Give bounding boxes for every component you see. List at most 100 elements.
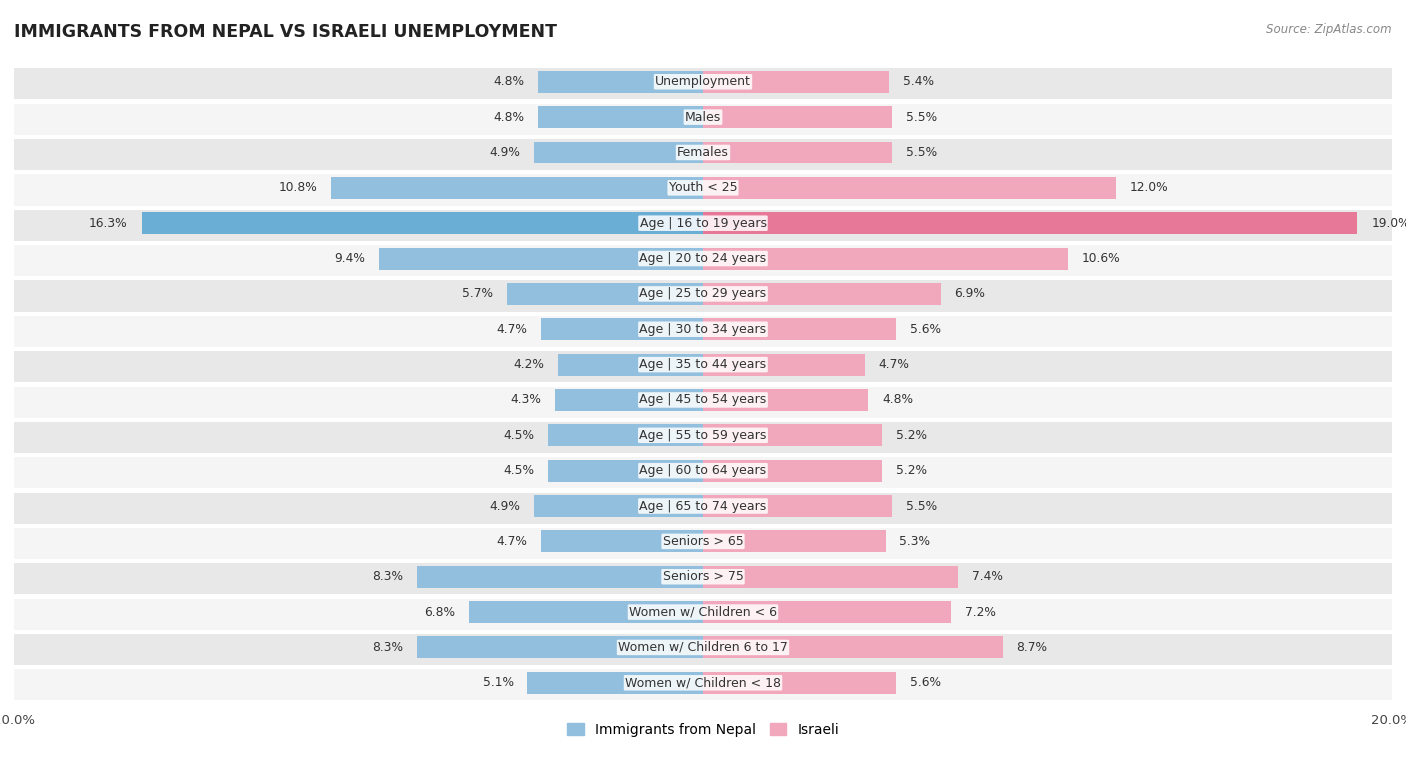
Bar [14, 68, 1392, 99]
Bar [14, 245, 1392, 276]
Bar [14, 422, 1392, 453]
Bar [703, 495, 893, 517]
Bar [703, 248, 1069, 269]
Text: Source: ZipAtlas.com: Source: ZipAtlas.com [1267, 23, 1392, 36]
Text: 5.4%: 5.4% [903, 75, 934, 89]
Text: 4.3%: 4.3% [510, 394, 541, 407]
Bar [506, 283, 703, 305]
Text: Unemployment: Unemployment [655, 75, 751, 89]
Bar [537, 71, 703, 93]
Bar [14, 634, 1392, 665]
Text: 5.5%: 5.5% [907, 146, 938, 159]
Bar [548, 459, 703, 481]
Bar [703, 212, 1358, 234]
Bar [558, 354, 703, 375]
Bar [703, 354, 865, 375]
Text: Males: Males [685, 111, 721, 123]
Bar [703, 283, 941, 305]
Text: Seniors > 65: Seniors > 65 [662, 535, 744, 548]
Bar [14, 563, 1392, 594]
Text: 10.8%: 10.8% [278, 182, 318, 195]
Bar [14, 210, 1392, 241]
Bar [703, 71, 889, 93]
Bar [380, 248, 703, 269]
Text: 4.7%: 4.7% [879, 358, 910, 371]
Text: 7.4%: 7.4% [972, 570, 1002, 583]
Text: Age | 20 to 24 years: Age | 20 to 24 years [640, 252, 766, 265]
Text: Age | 35 to 44 years: Age | 35 to 44 years [640, 358, 766, 371]
Bar [703, 389, 869, 411]
Text: Youth < 25: Youth < 25 [669, 182, 737, 195]
Text: 4.8%: 4.8% [882, 394, 912, 407]
Bar [703, 318, 896, 340]
Text: Females: Females [678, 146, 728, 159]
Bar [14, 280, 1392, 312]
Bar [703, 142, 893, 164]
Text: 4.7%: 4.7% [496, 535, 527, 548]
Text: 8.3%: 8.3% [373, 570, 404, 583]
Bar [541, 318, 703, 340]
Bar [703, 177, 1116, 199]
Text: 4.8%: 4.8% [494, 111, 524, 123]
Text: Age | 30 to 34 years: Age | 30 to 34 years [640, 322, 766, 336]
Bar [14, 104, 1392, 135]
Bar [541, 531, 703, 553]
Text: 6.9%: 6.9% [955, 288, 986, 301]
Text: 16.3%: 16.3% [89, 217, 128, 229]
Bar [14, 139, 1392, 170]
Bar [14, 351, 1392, 382]
Bar [703, 425, 882, 447]
Text: Women w/ Children < 18: Women w/ Children < 18 [626, 676, 780, 690]
Bar [330, 177, 703, 199]
Bar [703, 565, 957, 587]
Text: 4.7%: 4.7% [496, 322, 527, 336]
Text: Seniors > 75: Seniors > 75 [662, 570, 744, 583]
Text: 4.8%: 4.8% [494, 75, 524, 89]
Bar [418, 565, 703, 587]
Text: 8.3%: 8.3% [373, 641, 404, 654]
Text: Age | 16 to 19 years: Age | 16 to 19 years [640, 217, 766, 229]
Bar [468, 601, 703, 623]
Bar [527, 672, 703, 693]
Text: Age | 25 to 29 years: Age | 25 to 29 years [640, 288, 766, 301]
Bar [14, 528, 1392, 559]
Text: 5.1%: 5.1% [482, 676, 513, 690]
Bar [418, 637, 703, 659]
Legend: Immigrants from Nepal, Israeli: Immigrants from Nepal, Israeli [561, 717, 845, 742]
Bar [555, 389, 703, 411]
Text: 4.5%: 4.5% [503, 428, 534, 442]
Text: 4.2%: 4.2% [513, 358, 544, 371]
Bar [142, 212, 703, 234]
Text: 5.2%: 5.2% [896, 464, 927, 477]
Bar [703, 531, 886, 553]
Bar [14, 669, 1392, 700]
Text: IMMIGRANTS FROM NEPAL VS ISRAELI UNEMPLOYMENT: IMMIGRANTS FROM NEPAL VS ISRAELI UNEMPLO… [14, 23, 557, 41]
Text: Women w/ Children < 6: Women w/ Children < 6 [628, 606, 778, 618]
Bar [537, 106, 703, 128]
Text: 9.4%: 9.4% [335, 252, 366, 265]
Text: Age | 60 to 64 years: Age | 60 to 64 years [640, 464, 766, 477]
Bar [14, 457, 1392, 488]
Bar [703, 672, 896, 693]
Bar [703, 637, 1002, 659]
Text: 5.3%: 5.3% [900, 535, 931, 548]
Bar [534, 142, 703, 164]
Text: 12.0%: 12.0% [1130, 182, 1168, 195]
Bar [703, 601, 950, 623]
Text: Women w/ Children 6 to 17: Women w/ Children 6 to 17 [619, 641, 787, 654]
Text: Age | 65 to 74 years: Age | 65 to 74 years [640, 500, 766, 512]
Text: 4.5%: 4.5% [503, 464, 534, 477]
Text: 4.9%: 4.9% [489, 146, 520, 159]
Text: 5.6%: 5.6% [910, 322, 941, 336]
Bar [14, 493, 1392, 524]
Text: 19.0%: 19.0% [1371, 217, 1406, 229]
Text: 5.5%: 5.5% [907, 111, 938, 123]
Text: 4.9%: 4.9% [489, 500, 520, 512]
Text: 6.8%: 6.8% [425, 606, 456, 618]
Bar [14, 174, 1392, 205]
Bar [534, 495, 703, 517]
Text: Age | 45 to 54 years: Age | 45 to 54 years [640, 394, 766, 407]
Text: 10.6%: 10.6% [1083, 252, 1121, 265]
Text: 8.7%: 8.7% [1017, 641, 1047, 654]
Bar [14, 316, 1392, 347]
